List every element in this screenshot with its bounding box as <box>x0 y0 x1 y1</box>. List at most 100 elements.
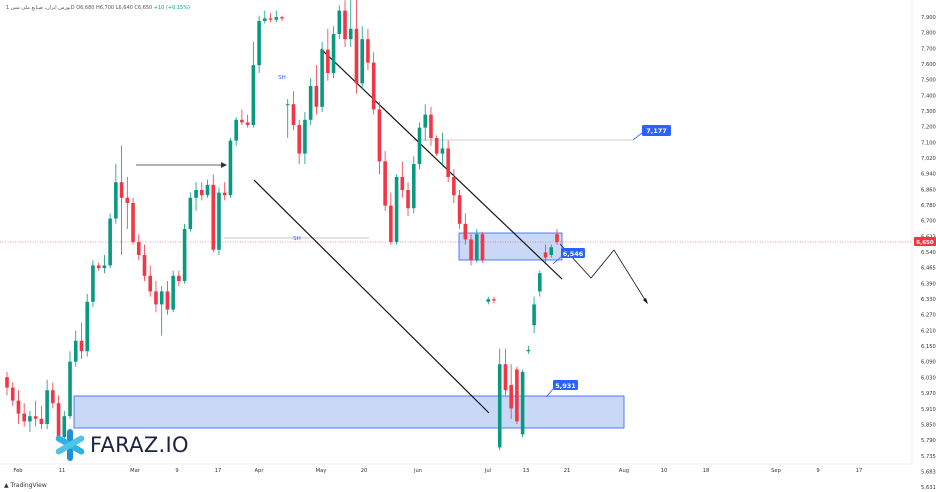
candle[interactable] <box>303 112 307 164</box>
candle[interactable] <box>22 403 26 427</box>
label-6546-bg[interactable] <box>561 248 585 258</box>
candle[interactable] <box>497 348 502 450</box>
candle[interactable] <box>538 270 542 297</box>
candle[interactable] <box>486 296 491 305</box>
candle[interactable] <box>291 91 296 131</box>
candle[interactable] <box>56 395 61 443</box>
candle[interactable] <box>429 106 433 146</box>
time-axis[interactable]: Feb 11 Mar 9 17 Apr May 20 Jun Jul 13 21 Aug 10 18 Sep 9… <box>13 468 862 474</box>
candle[interactable] <box>440 132 445 167</box>
candle[interactable] <box>39 405 44 430</box>
candle[interactable] <box>360 26 365 89</box>
candle[interactable] <box>148 265 153 297</box>
candle[interactable] <box>28 411 32 432</box>
candle[interactable] <box>446 140 450 183</box>
candle[interactable] <box>159 286 164 336</box>
candle[interactable] <box>463 213 468 245</box>
candle[interactable] <box>211 174 216 253</box>
candle[interactable] <box>73 330 78 367</box>
candle[interactable] <box>199 182 204 201</box>
candle[interactable] <box>119 145 124 255</box>
candle[interactable] <box>177 270 181 287</box>
candle[interactable] <box>165 281 170 315</box>
candle[interactable] <box>263 10 267 24</box>
candle[interactable] <box>280 15 284 21</box>
candle[interactable] <box>62 411 67 443</box>
support-zone[interactable] <box>73 395 625 429</box>
candle[interactable] <box>171 270 175 313</box>
candle[interactable] <box>85 294 90 357</box>
candle[interactable] <box>377 101 382 175</box>
candle[interactable] <box>549 244 554 258</box>
candle[interactable] <box>520 369 525 437</box>
candle[interactable] <box>114 164 118 224</box>
candle[interactable] <box>257 15 261 73</box>
price-axis[interactable]: 7,900 7,800 7,700 7,600 7,500 7,400 7,300 7,200… <box>921 15 936 491</box>
candle[interactable] <box>526 346 531 354</box>
candle[interactable] <box>234 117 238 146</box>
candle[interactable] <box>222 182 227 201</box>
candle[interactable] <box>5 372 9 396</box>
candle[interactable] <box>389 192 393 245</box>
candle[interactable] <box>532 296 536 333</box>
candle[interactable] <box>131 197 135 245</box>
candle[interactable] <box>91 260 95 307</box>
candle[interactable] <box>285 99 290 138</box>
candle[interactable] <box>543 244 548 263</box>
candle[interactable] <box>555 229 559 245</box>
projection-path[interactable] <box>559 243 648 304</box>
candle[interactable] <box>509 364 513 419</box>
candle[interactable] <box>96 262 101 271</box>
candle[interactable] <box>154 281 158 313</box>
candle[interactable] <box>383 151 387 211</box>
candle[interactable] <box>33 400 38 427</box>
candle[interactable] <box>417 122 422 170</box>
candle[interactable] <box>108 213 112 268</box>
candle[interactable] <box>79 322 84 359</box>
candle[interactable] <box>45 379 49 430</box>
candle[interactable] <box>411 156 416 214</box>
candle[interactable] <box>314 65 319 115</box>
candle[interactable] <box>308 78 313 125</box>
candle[interactable] <box>457 190 462 229</box>
candle[interactable] <box>434 135 439 157</box>
candle[interactable] <box>217 187 221 255</box>
candle[interactable] <box>251 41 256 128</box>
candle[interactable] <box>515 366 519 424</box>
candle[interactable] <box>348 0 353 47</box>
candle[interactable] <box>371 52 376 115</box>
candle[interactable] <box>366 28 370 71</box>
candle[interactable] <box>182 223 187 284</box>
label-7177-bg[interactable] <box>642 125 671 136</box>
candle[interactable] <box>136 234 141 261</box>
candle[interactable] <box>480 231 485 263</box>
candle[interactable] <box>125 177 130 229</box>
candle[interactable] <box>188 192 193 232</box>
candle[interactable] <box>228 138 233 198</box>
candle[interactable] <box>469 234 473 266</box>
candle[interactable] <box>142 244 147 281</box>
candle[interactable] <box>240 109 244 125</box>
candle[interactable] <box>102 255 107 274</box>
candle[interactable] <box>320 41 324 112</box>
candle[interactable] <box>474 229 479 263</box>
candle[interactable] <box>68 351 72 419</box>
candle[interactable] <box>274 10 279 23</box>
candle[interactable] <box>406 182 410 216</box>
candle[interactable] <box>394 174 399 245</box>
candle[interactable] <box>492 296 496 304</box>
candle[interactable] <box>245 114 250 128</box>
candle[interactable] <box>400 161 405 198</box>
candle[interactable] <box>205 179 210 198</box>
candle[interactable] <box>354 0 359 94</box>
candle[interactable] <box>326 28 330 81</box>
candle[interactable] <box>331 26 336 79</box>
channel-bottom-line[interactable] <box>253 179 490 414</box>
candle[interactable] <box>10 382 15 406</box>
candle[interactable] <box>452 169 456 203</box>
candle[interactable] <box>423 104 428 141</box>
tradingview-logo[interactable]: ▲ TradingView <box>4 482 47 489</box>
candle[interactable] <box>16 390 21 424</box>
candle[interactable] <box>194 182 198 211</box>
